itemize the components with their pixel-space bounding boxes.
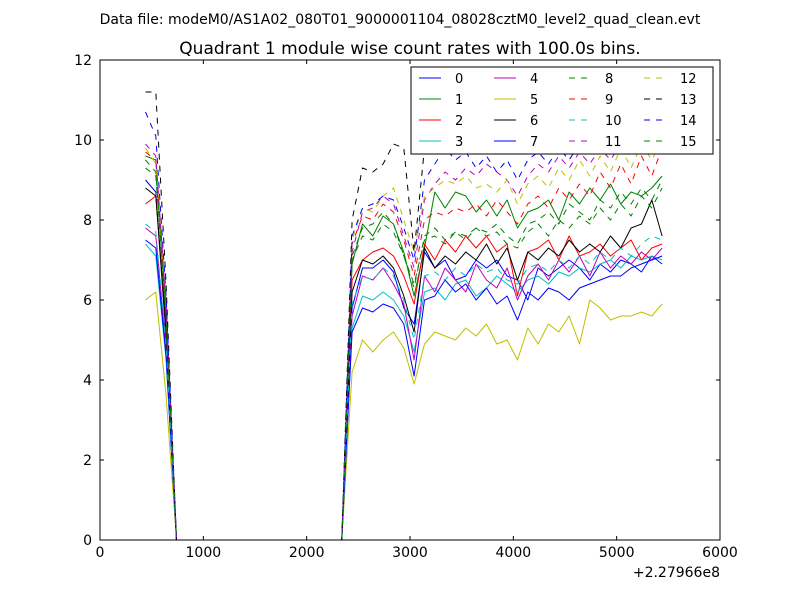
y-tick-label: 10 <box>74 133 92 149</box>
x-tick-label: 6000 <box>702 545 738 561</box>
series-line-0 <box>145 179 663 540</box>
legend-label-1: 1 <box>455 93 463 108</box>
series-line-15 <box>145 159 663 540</box>
y-tick-label: 2 <box>83 453 92 469</box>
series-line-7 <box>145 239 663 540</box>
series-line-10 <box>145 223 663 540</box>
y-tick-label: 6 <box>83 293 92 309</box>
x-tick-label: 0 <box>96 545 105 561</box>
legend-label-8: 8 <box>605 72 613 87</box>
legend-label-3: 3 <box>455 135 463 150</box>
y-tick-label: 0 <box>83 533 92 549</box>
x-offset-label: +2.27966e8 <box>633 565 720 581</box>
legend-label-12: 12 <box>680 72 697 87</box>
y-tick-label: 12 <box>74 53 92 69</box>
x-tick-label: 1000 <box>186 545 222 561</box>
series-line-3 <box>145 243 663 540</box>
legend-label-9: 9 <box>605 93 613 108</box>
y-tick-label: 8 <box>83 213 92 229</box>
legend-label-15: 15 <box>680 135 697 150</box>
suptitle: Data file: modeM0/AS1A02_080T01_90000011… <box>100 12 701 28</box>
series-line-12 <box>145 139 663 540</box>
series-line-9 <box>145 147 663 540</box>
chart-title: Quadrant 1 module wise count rates with … <box>179 39 640 59</box>
legend-label-10: 10 <box>605 114 622 129</box>
legend-label-11: 11 <box>605 135 622 150</box>
series-line-4 <box>145 227 663 540</box>
x-tick-label: 4000 <box>496 545 532 561</box>
legend-box <box>410 66 714 155</box>
x-tick-label: 2000 <box>289 545 325 561</box>
x-tick-label: 3000 <box>392 545 428 561</box>
legend-label-6: 6 <box>530 114 538 129</box>
legend-label-5: 5 <box>530 93 538 108</box>
legend-label-13: 13 <box>680 93 697 108</box>
series-line-2 <box>145 195 663 540</box>
legend-label-0: 0 <box>455 72 463 87</box>
legend-label-7: 7 <box>530 135 538 150</box>
legend-label-4: 4 <box>530 72 538 87</box>
x-tick-label: 5000 <box>599 545 635 561</box>
series-line-1 <box>145 155 663 540</box>
series-layer <box>145 91 663 540</box>
series-line-8 <box>145 167 663 540</box>
legend-label-2: 2 <box>455 114 463 129</box>
series-line-11 <box>145 135 663 540</box>
series-line-6 <box>145 187 663 540</box>
y-tick-label: 4 <box>83 373 92 389</box>
legend-label-14: 14 <box>680 114 697 129</box>
series-line-5 <box>145 291 663 540</box>
